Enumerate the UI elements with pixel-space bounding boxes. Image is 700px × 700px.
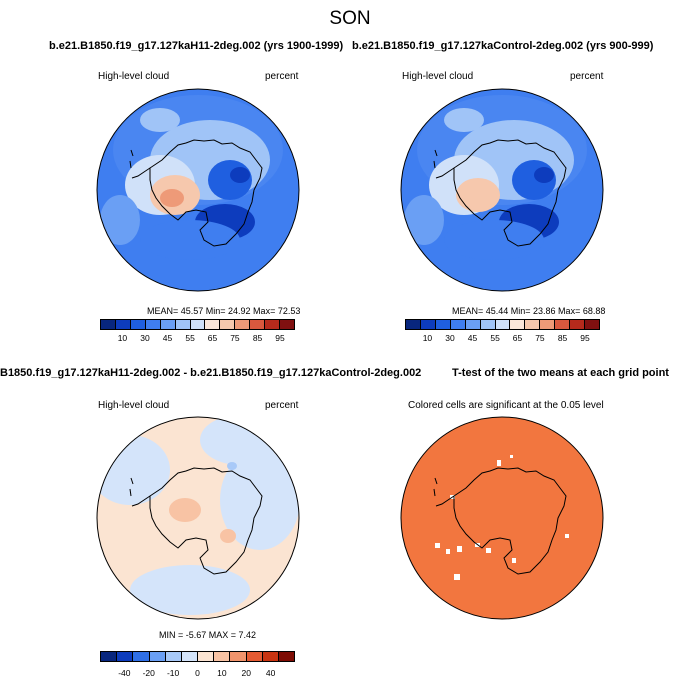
tick-label: -20 [142,668,155,678]
tick-label: 30 [445,333,455,343]
variable-label: High-level cloud [98,71,170,82]
tick-label: 20 [241,668,251,678]
tick-label: 75 [230,333,240,343]
colorbar [405,319,600,330]
variable-label: High-level cloud [98,400,170,411]
tick-label: 30 [140,333,150,343]
panel-title: B1850.f19_g17.127kaH11-2deg.002 - b.e21.… [0,367,422,379]
panel-stats: MEAN= 45.44 Min= 23.86 Max= 68.88 [452,306,606,316]
panel-title: T-test of the two means at each grid poi… [452,367,669,379]
season-title: SON [329,8,371,29]
units-label: percent [265,400,299,411]
colorbar [100,319,295,330]
tick-label: 0 [195,668,200,678]
panel-title: b.e21.B1850.f19_g17.127kaControl-2deg.00… [352,40,654,52]
colorbar [100,651,295,662]
tick-label: 85 [557,333,568,343]
tick-label: 55 [490,333,500,343]
tick-label: 85 [252,333,263,343]
variable-label: High-level cloud [402,71,474,82]
tick-label: 10 [217,668,227,678]
tick-label: 40 [265,668,276,678]
tick-label: 10 [117,333,128,343]
colorbar-ticks: 10 30 45 55 65 75 85 95 [405,333,600,345]
tick-label: 65 [207,333,218,343]
panel-title: b.e21.B1850.f19_g17.127kaH11-2deg.002 (y… [49,40,344,52]
tick-label: -10 [166,668,180,678]
tick-label: 45 [467,333,478,343]
colorbar-ticks: -40 -20 -10 0 10 20 40 [100,668,295,680]
tick-label: 75 [535,333,545,343]
units-label: percent [265,71,299,82]
tick-label: 55 [185,333,195,343]
units-label: percent [570,71,604,82]
significance-note: Colored cells are significant at the 0.0… [408,400,604,411]
panel-stats: MEAN= 45.57 Min= 24.92 Max= 72.53 [147,306,301,316]
tick-label: 95 [580,333,590,343]
colorbar-ticks: 10 30 45 55 65 75 85 95 [100,333,295,345]
tick-label: 95 [275,333,285,343]
tick-label: -40 [118,668,131,678]
tick-label: 10 [422,333,433,343]
tick-label: 65 [512,333,523,343]
tick-label: 45 [162,333,173,343]
panel-stats: MIN = -5.67 MAX = 7.42 [159,630,257,640]
